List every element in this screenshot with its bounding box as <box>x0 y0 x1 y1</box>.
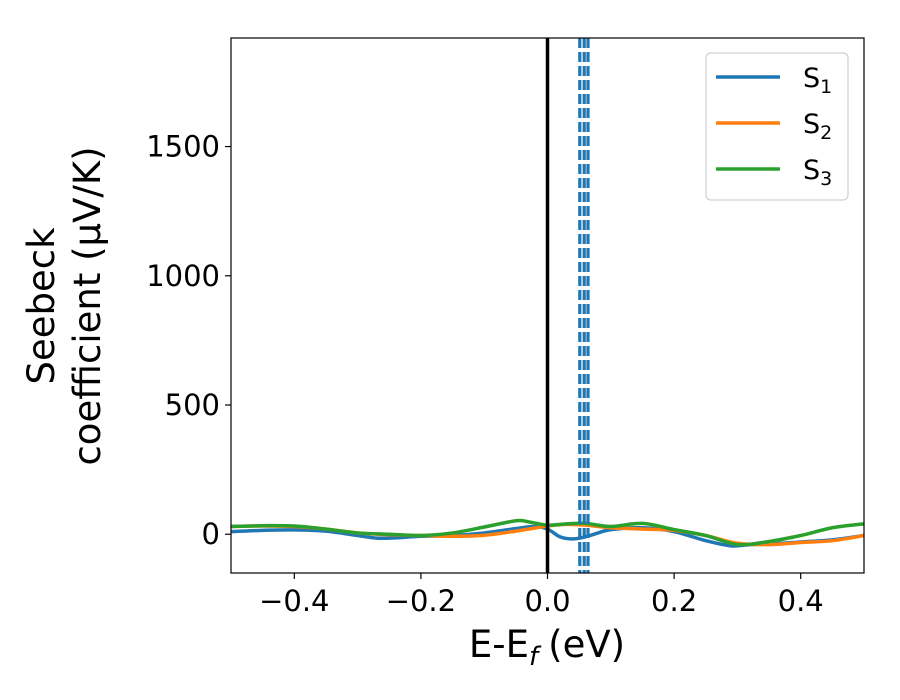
y-tick-label: 500 <box>165 388 220 422</box>
x-tick-label: 0.2 <box>651 584 697 618</box>
y-tick-label: 0 <box>202 517 220 551</box>
y-axis-title-line1: Seebeck <box>20 227 63 385</box>
legend-label-s1: S1 <box>803 63 832 98</box>
legend-label-s3: S3 <box>803 155 832 190</box>
legend-label-s2: S2 <box>803 109 832 144</box>
y-tick-label: 1500 <box>146 130 220 164</box>
legend-box <box>705 52 849 201</box>
y-axis-title-line2: coefficient (μV/K) <box>66 146 109 465</box>
x-tick-label: −0.2 <box>386 584 456 618</box>
x-tick-label: 0.4 <box>778 584 824 618</box>
x-tick-label: 0.0 <box>524 584 570 618</box>
y-tick-label: 1000 <box>146 259 220 293</box>
legend: S1 S2 S3 <box>705 52 849 201</box>
x-tick-label: −0.4 <box>259 584 329 618</box>
x-axis-title: E-Ef (eV) <box>469 623 625 672</box>
